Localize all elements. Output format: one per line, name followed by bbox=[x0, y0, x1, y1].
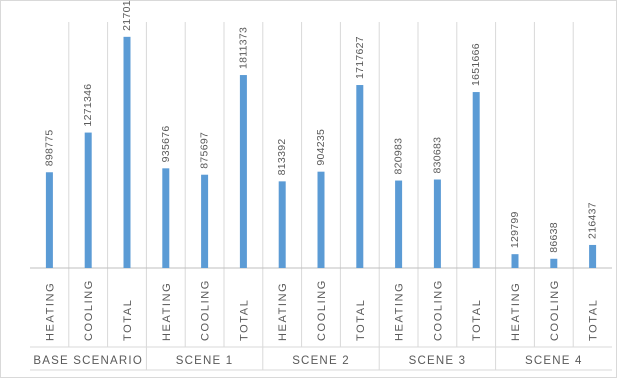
category-labels: HEATING COOLING TOTAL HEATING COOLING TOTAL HE… bbox=[44, 279, 599, 341]
group-label: SCENE 1 bbox=[176, 355, 234, 367]
bar-cooling bbox=[201, 174, 209, 268]
data-label: 1811373 bbox=[237, 27, 249, 69]
group-label: BASE SCENARIO bbox=[33, 355, 143, 367]
category-label-cooling: COOLING bbox=[83, 279, 95, 341]
category-label-heating: HEATING bbox=[44, 282, 56, 341]
bar-total bbox=[123, 36, 131, 269]
category-label-heating: HEATING bbox=[394, 282, 406, 341]
group-label: SCENE 3 bbox=[409, 355, 467, 367]
data-labels: 898775 1271346 2170121 935676 875697 1811373 8… bbox=[43, 0, 598, 253]
data-label: 898775 bbox=[43, 129, 55, 166]
category-label-cooling: COOLING bbox=[432, 279, 444, 341]
category-label-total: TOTAL bbox=[238, 299, 250, 341]
bar-total bbox=[356, 85, 364, 268]
bar-cooling bbox=[433, 179, 441, 268]
bars bbox=[45, 36, 597, 269]
bar-cooling bbox=[317, 171, 325, 268]
bar-heating bbox=[162, 168, 170, 268]
category-label-total: TOTAL bbox=[471, 299, 483, 341]
data-label: 935676 bbox=[160, 125, 172, 162]
data-label: 830683 bbox=[431, 137, 443, 174]
category-label-cooling: COOLING bbox=[549, 279, 561, 341]
data-label: 1717627 bbox=[354, 36, 366, 79]
category-label-cooling: COOLING bbox=[200, 279, 212, 341]
category-label-heating: HEATING bbox=[277, 282, 289, 341]
bar-heating bbox=[395, 180, 403, 268]
data-label: 1651666 bbox=[470, 43, 482, 86]
data-label: 216437 bbox=[587, 202, 599, 239]
data-label: 129799 bbox=[509, 211, 521, 248]
data-label: 2170121 bbox=[121, 0, 133, 31]
data-label: 904235 bbox=[315, 129, 327, 166]
data-label: 86638 bbox=[548, 222, 560, 253]
bar-heating bbox=[278, 181, 286, 268]
group-labels: BASE SCENARIO SCENE 1 SCENE 2 SCENE 3 SCENE … bbox=[33, 355, 583, 367]
bar-heating bbox=[511, 254, 519, 268]
bar-heating bbox=[45, 172, 53, 268]
bar-total bbox=[472, 92, 480, 268]
group-label: SCENE 2 bbox=[292, 355, 350, 367]
category-label-total: TOTAL bbox=[122, 299, 134, 341]
bar-total bbox=[589, 244, 597, 268]
data-label: 875697 bbox=[199, 132, 211, 169]
category-label-total: TOTAL bbox=[355, 299, 367, 341]
data-label: 1271346 bbox=[82, 84, 94, 127]
group-label: SCENE 4 bbox=[525, 355, 583, 367]
bar-cooling bbox=[84, 132, 92, 268]
category-label-total: TOTAL bbox=[588, 299, 600, 341]
data-label: 820983 bbox=[393, 138, 405, 175]
bar-total bbox=[239, 75, 247, 268]
bar-cooling bbox=[550, 258, 558, 268]
category-label-heating: HEATING bbox=[161, 282, 173, 341]
category-label-heating: HEATING bbox=[510, 282, 522, 341]
data-label: 813392 bbox=[276, 139, 288, 176]
category-label-cooling: COOLING bbox=[316, 279, 328, 341]
